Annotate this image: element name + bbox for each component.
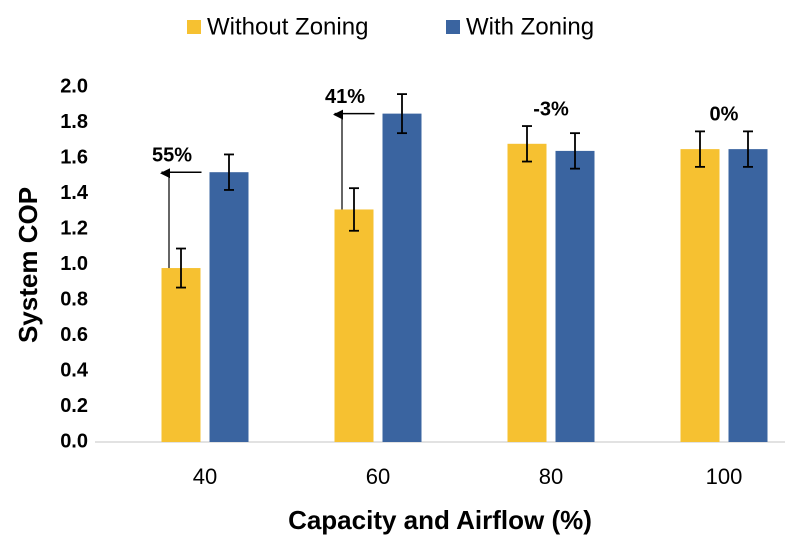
x-tick-label: 60 — [366, 464, 390, 489]
annotation: -3% — [533, 98, 569, 120]
y-tick-label: 1.8 — [60, 111, 88, 133]
bar — [209, 172, 249, 442]
y-tick-label: 0.6 — [60, 324, 88, 346]
y-tick-label: 0.8 — [60, 288, 88, 310]
error-bar — [570, 132, 580, 170]
error-bar — [349, 187, 359, 232]
annotation: 0% — [710, 104, 739, 126]
bar — [728, 149, 768, 442]
legend-label: With Zoning — [466, 13, 594, 40]
error-bar — [522, 125, 532, 163]
legend-label: Without Zoning — [207, 13, 368, 40]
bar — [382, 113, 422, 442]
x-tick-label: 80 — [539, 464, 563, 489]
x-tick-label: 100 — [706, 464, 743, 489]
y-tick-label: 0.0 — [60, 430, 88, 452]
x-axis-title: Capacity and Airflow (%) — [288, 505, 592, 535]
error-bar — [176, 247, 186, 289]
y-tick-label: 0.2 — [60, 395, 88, 417]
bar — [680, 149, 720, 442]
bar — [507, 143, 547, 443]
error-bar — [743, 130, 753, 168]
y-tick-label: 1.6 — [60, 146, 88, 168]
bar — [161, 268, 201, 442]
legend-swatch — [446, 20, 460, 34]
y-tick-label: 1.4 — [60, 182, 89, 204]
y-tick-label: 1.0 — [60, 253, 88, 275]
y-axis-title: System COP — [13, 187, 43, 343]
legend-swatch — [187, 20, 201, 34]
y-tick-label: 2.0 — [60, 75, 88, 97]
error-bar — [695, 130, 705, 168]
error-bar — [224, 153, 234, 191]
bar — [334, 209, 374, 442]
bar — [555, 150, 595, 442]
x-tick-label: 40 — [193, 464, 217, 489]
y-tick-label: 1.2 — [60, 217, 88, 239]
annotation: 41% — [325, 86, 365, 108]
error-bar — [397, 93, 407, 135]
annotation: 55% — [152, 144, 192, 166]
y-tick-label: 0.4 — [60, 359, 89, 381]
